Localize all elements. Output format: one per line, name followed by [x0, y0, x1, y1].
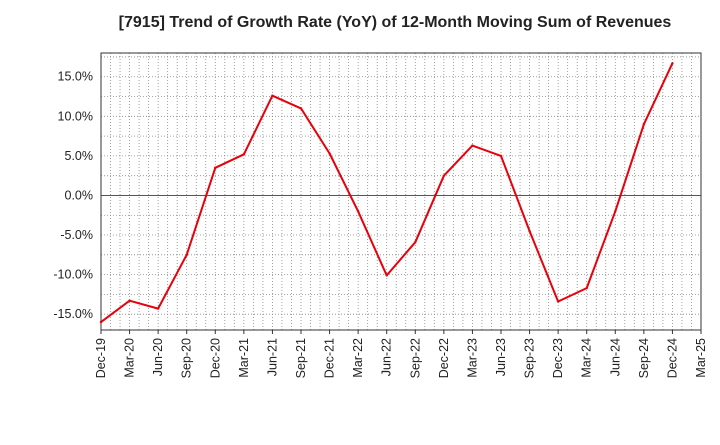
y-tick-label: 5.0%: [65, 149, 94, 163]
data-point: [214, 166, 217, 169]
x-tick-label: Mar-24: [580, 338, 594, 378]
data-point: [242, 153, 246, 156]
x-tick-label: Jun-24: [608, 338, 622, 376]
x-tick-label: Jun-21: [265, 338, 279, 376]
data-point: [414, 240, 417, 244]
plot-border: [100, 52, 702, 331]
x-tick-label: Dec-22: [437, 338, 451, 378]
x-tick-label: Mar-21: [237, 338, 251, 378]
data-point: [556, 300, 560, 303]
data-point: [128, 299, 131, 302]
y-tick-label: -10.0%: [53, 268, 93, 282]
data-point: [642, 123, 646, 126]
y-tick-label: 15.0%: [58, 70, 93, 84]
data-point: [328, 152, 331, 155]
x-tick-label: Dec-19: [94, 338, 108, 378]
x-tick-label: Dec-21: [323, 338, 337, 378]
x-tick-label: Dec-23: [551, 338, 565, 378]
data-point: [528, 229, 531, 233]
x-tick-label: Dec-24: [665, 338, 679, 378]
data-point: [471, 144, 474, 147]
data-point: [99, 320, 103, 324]
data-point: [499, 154, 503, 158]
data-point: [614, 210, 617, 213]
y-tick-label: -15.0%: [53, 307, 93, 321]
y-tick-label: 0.0%: [65, 188, 94, 202]
data-point: [585, 286, 588, 290]
x-tick-label: Dec-20: [208, 338, 222, 378]
data-point: [185, 253, 188, 257]
data-point: [156, 307, 160, 310]
y-tick-label: 10.0%: [58, 109, 93, 123]
data-point: [299, 107, 303, 110]
data-point: [385, 274, 388, 277]
x-tick-label: Sep-24: [637, 338, 651, 378]
x-tick-label: Jun-20: [151, 338, 165, 376]
data-point: [271, 94, 274, 97]
data-point: [356, 210, 360, 213]
x-tick-label: Jun-23: [494, 338, 508, 376]
chart-title: [7915] Trend of Growth Rate (YoY) of 12-…: [118, 14, 672, 31]
x-tick-label: Mar-23: [465, 338, 479, 378]
plot-background: [101, 53, 701, 330]
x-tick-label: Sep-23: [523, 338, 537, 378]
x-tick-label: Sep-20: [180, 338, 194, 378]
data-point: [671, 62, 674, 65]
data-point: [442, 174, 446, 177]
x-tick-label: Mar-22: [351, 338, 365, 378]
x-tick-label: Jun-22: [380, 338, 394, 376]
x-tick-label: Mar-25: [694, 338, 708, 378]
x-tick-label: Sep-21: [294, 338, 308, 378]
y-tick-label: -5.0%: [60, 228, 93, 242]
x-tick-label: Mar-20: [123, 338, 137, 378]
x-tick-label: Sep-22: [408, 338, 422, 378]
